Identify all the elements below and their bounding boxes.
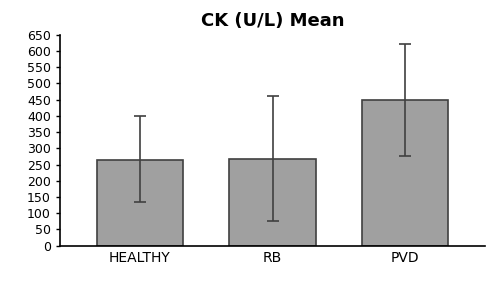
- Bar: [96, 160, 183, 246]
- Bar: [362, 100, 448, 246]
- Title: CK (U/L) Mean: CK (U/L) Mean: [201, 12, 344, 30]
- Bar: [230, 159, 316, 246]
